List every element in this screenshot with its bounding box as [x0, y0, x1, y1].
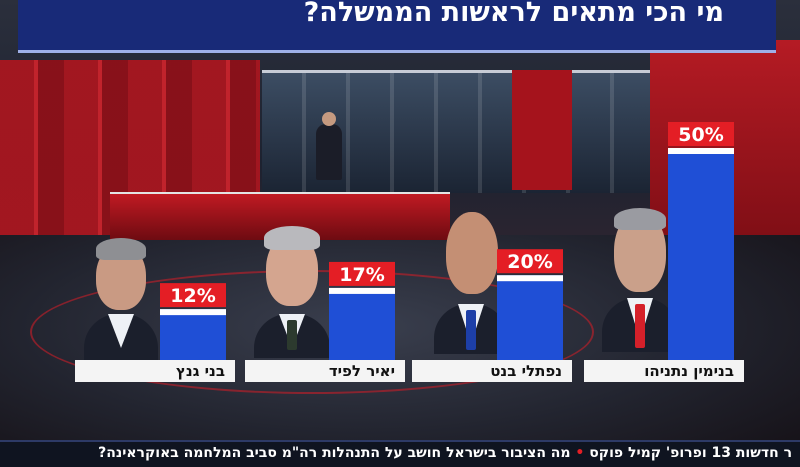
category-label-3: נפתלי בנט: [490, 362, 562, 380]
ticker-program: ר חדשות 13 ופרופ' קמיל פוקס: [589, 445, 792, 461]
name-strip-2: [245, 360, 405, 382]
bar-4: [668, 148, 734, 360]
portrait-yair-lapid: [252, 210, 332, 358]
bar-cap-4: [668, 148, 734, 154]
value-label-2: 17%: [339, 264, 384, 286]
value-label-box-3: [497, 249, 563, 274]
portrait-naftali-bennett: [432, 206, 510, 354]
ticker-headline: מה הציבור בישראל חושב על התנהלות רה"מ סב…: [98, 445, 571, 461]
studio-pillar: [512, 70, 572, 190]
ticker-text: ר חדשות 13 ופרופ' קמיל פוקס • מה הציבור …: [2, 445, 792, 461]
chart-title: מי הכי מתאים לראשות הממשלה?: [303, 0, 724, 28]
name-strip-4: [584, 360, 744, 382]
value-label-4: 50%: [678, 124, 723, 146]
value-label-box-4: [668, 122, 734, 146]
bar-cap-3: [497, 275, 563, 282]
portrait-benjamin-netanyahu: [600, 204, 680, 352]
bar-3: [497, 275, 563, 360]
bar-2: [329, 287, 395, 360]
bar-cap-2: [329, 287, 395, 294]
news-ticker: ר חדשות 13 ופרופ' קמיל פוקס • מה הציבור …: [0, 440, 800, 467]
value-label-box-1: [160, 283, 226, 308]
bar-1: [160, 309, 226, 360]
value-label-1: 12%: [170, 285, 215, 307]
value-label-3: 20%: [507, 251, 552, 273]
category-label-2: יאיר לפיד: [329, 362, 395, 380]
name-strip-3: [412, 360, 572, 382]
value-label-box-2: [329, 261, 395, 286]
portrait-benny-gantz: [82, 218, 160, 360]
name-strip-1: [75, 360, 235, 382]
title-banner: מי הכי מתאים לראשות הממשלה?: [18, 0, 776, 53]
category-label-4: בנימין נתניהו: [644, 362, 734, 380]
news-anchor: [316, 112, 342, 180]
category-label-1: בני גנץ: [176, 362, 225, 380]
bar-cap-1: [160, 309, 226, 316]
ticker-separator: •: [570, 445, 585, 461]
